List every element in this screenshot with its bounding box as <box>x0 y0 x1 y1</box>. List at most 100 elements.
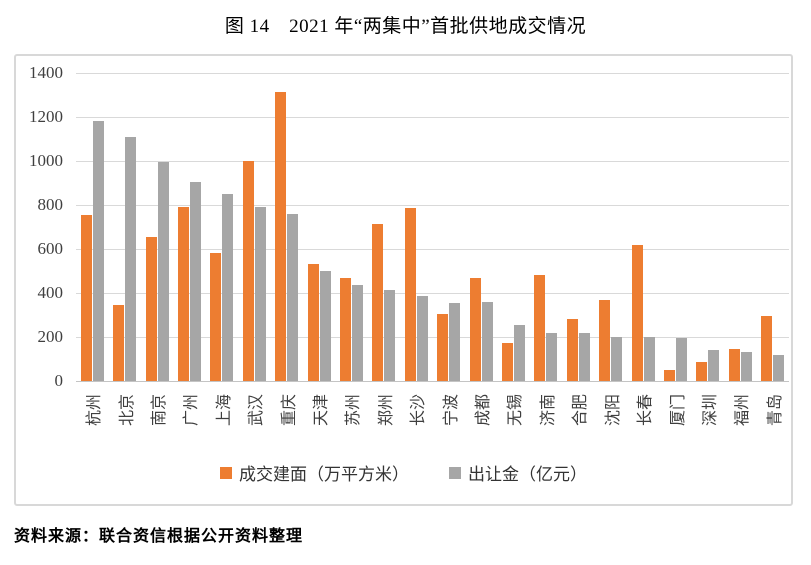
x-tick-长春: 长春 <box>627 386 659 434</box>
x-tick-宁波: 宁波 <box>432 386 464 434</box>
bar-group-宁波 <box>432 302 464 381</box>
bar-苏州-series-1 <box>351 285 363 381</box>
bar-group-广州 <box>173 181 205 381</box>
bar-group-北京 <box>108 136 140 381</box>
bar-group-深圳 <box>692 350 724 381</box>
bar-福州-series-1 <box>740 352 752 381</box>
x-tick-label: 上海 <box>215 393 233 427</box>
x-tick-label: 成都 <box>475 393 493 427</box>
bar-group-成都 <box>465 277 497 381</box>
x-tick-重庆: 重庆 <box>270 386 302 434</box>
x-tick-label: 杭州 <box>86 393 104 427</box>
x-tick-苏州: 苏州 <box>335 386 367 434</box>
x-tick-上海: 上海 <box>206 386 238 434</box>
y-tick-label-800: 800 <box>37 195 64 215</box>
x-tick-无锡: 无锡 <box>497 386 529 434</box>
bar-武汉-series-1 <box>254 207 266 381</box>
bar-成都-series-1 <box>481 301 493 381</box>
x-tick-沈阳: 沈阳 <box>595 386 627 434</box>
bar-group-合肥 <box>562 319 594 381</box>
x-tick-label: 厦门 <box>669 393 687 427</box>
x-tick-label: 无锡 <box>507 393 525 427</box>
x-tick-label: 深圳 <box>701 393 719 427</box>
x-tick-label: 济南 <box>539 393 557 427</box>
chart-title: 图 14 2021 年“两集中”首批供地成交情况 <box>224 16 587 37</box>
bar-重庆-series-1 <box>287 213 299 381</box>
plot-area <box>76 73 789 382</box>
x-tick-label: 沈阳 <box>604 393 622 427</box>
source-note: 资料来源：联合资信根据公开资料整理 <box>14 528 304 545</box>
bar-沈阳-series-0 <box>599 299 611 381</box>
legend-swatch-icon <box>220 466 232 479</box>
bar-无锡-series-1 <box>513 324 525 381</box>
bar-福州-series-0 <box>728 349 740 381</box>
bar-合肥-series-1 <box>578 332 590 381</box>
x-tick-label: 青岛 <box>766 393 784 427</box>
bar-group-上海 <box>206 194 238 381</box>
bar-group-南京 <box>141 162 173 381</box>
bar-天津-series-1 <box>319 271 331 381</box>
bar-南京-series-0 <box>145 236 157 381</box>
bar-南京-series-1 <box>157 162 169 381</box>
gridline-600 <box>76 249 789 250</box>
bar-沈阳-series-1 <box>611 337 623 381</box>
bar-重庆-series-0 <box>275 91 287 381</box>
x-tick-济南: 济南 <box>530 386 562 434</box>
legend-item-1: 出让金（亿元） <box>449 460 587 485</box>
x-tick-label: 合肥 <box>572 393 590 427</box>
bar-group-长沙 <box>400 208 432 381</box>
gridline-0 <box>76 381 789 382</box>
gridline-1000 <box>76 161 789 162</box>
bar-天津-series-0 <box>307 264 319 381</box>
bar-group-厦门 <box>659 338 691 381</box>
x-axis-labels: 杭州 北京 南京 广州 上海 武汉 重庆 天津 苏州 郑州 长沙 宁波 成都 无锡 济南 合肥 沈阳 长春 厦门 深圳… <box>76 386 789 434</box>
bar-group-重庆 <box>270 91 302 381</box>
x-tick-label: 苏州 <box>345 393 363 427</box>
gridline-400 <box>76 293 789 294</box>
x-tick-label: 武汉 <box>248 393 266 427</box>
bar-青岛-series-0 <box>761 316 773 381</box>
y-tick-label-0: 0 <box>54 371 64 391</box>
bar-厦门-series-0 <box>664 370 676 381</box>
x-tick-青岛: 青岛 <box>757 386 789 434</box>
y-tick-label-1000: 1000 <box>29 151 63 171</box>
x-tick-广州: 广州 <box>173 386 205 434</box>
bar-group-福州 <box>724 349 756 381</box>
bar-宁波-series-0 <box>437 313 449 381</box>
x-tick-label: 长春 <box>637 393 655 427</box>
bar-北京-series-0 <box>113 305 125 381</box>
gridline-800 <box>76 205 789 206</box>
x-tick-长沙: 长沙 <box>400 386 432 434</box>
bar-group-长春 <box>627 244 659 381</box>
bar-杭州-series-1 <box>92 121 104 381</box>
x-tick-北京: 北京 <box>108 386 140 434</box>
legend-label: 成交建面（万平方米） <box>239 465 409 484</box>
bar-无锡-series-0 <box>501 342 513 381</box>
x-tick-南京: 南京 <box>141 386 173 434</box>
legend-label: 出让金（亿元） <box>468 465 587 484</box>
bar-厦门-series-1 <box>676 338 688 381</box>
bar-杭州-series-0 <box>80 214 92 381</box>
bar-长沙-series-0 <box>404 208 416 381</box>
y-tick-label-1200: 1200 <box>29 107 63 127</box>
y-tick-label-400: 400 <box>37 283 64 303</box>
x-tick-label: 天津 <box>313 393 331 427</box>
x-tick-label: 广州 <box>183 393 201 427</box>
bar-group-济南 <box>530 275 562 381</box>
bar-苏州-series-0 <box>339 277 351 381</box>
x-tick-深圳: 深圳 <box>692 386 724 434</box>
bar-group-杭州 <box>76 121 108 381</box>
bar-上海-series-0 <box>210 253 222 381</box>
gridline-200 <box>76 337 789 338</box>
chart-frame: 0 200 400 600 800 1000 1200 1400 杭州 北京 南京 广州 上海 武汉 重庆… <box>14 54 793 506</box>
x-tick-合肥: 合肥 <box>562 386 594 434</box>
bar-上海-series-1 <box>222 194 234 381</box>
bar-青岛-series-1 <box>773 354 785 381</box>
x-tick-label: 福州 <box>734 393 752 427</box>
bar-济南-series-0 <box>534 275 546 381</box>
x-tick-label: 长沙 <box>410 393 428 427</box>
bar-长春-series-1 <box>643 337 655 381</box>
gridline-1200 <box>76 117 789 118</box>
bar-合肥-series-0 <box>566 319 578 381</box>
bars-container <box>76 73 789 381</box>
